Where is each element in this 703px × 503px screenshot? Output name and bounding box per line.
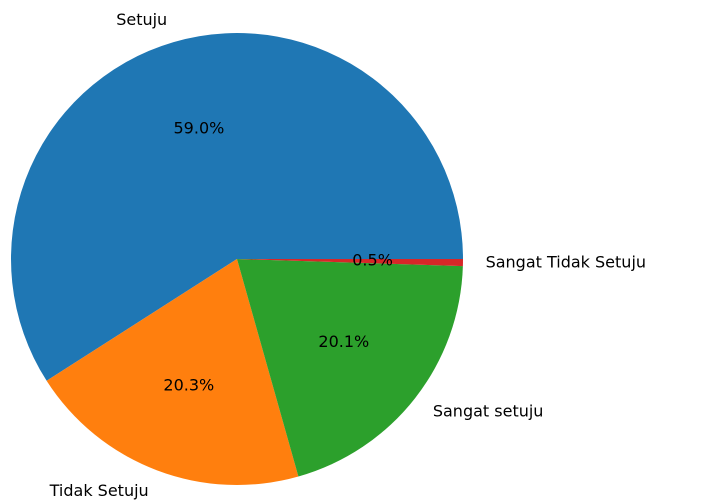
pie-slice bbox=[46, 259, 299, 485]
value-label: 0.5% bbox=[352, 251, 393, 270]
value-label: 20.3% bbox=[163, 375, 214, 394]
slice-label: Setuju bbox=[116, 10, 167, 29]
pie-slice bbox=[237, 259, 463, 477]
pie-slice bbox=[237, 259, 463, 267]
slice-label: Sangat setuju bbox=[433, 402, 544, 421]
slice-label: Sangat Tidak Setuju bbox=[486, 252, 646, 271]
value-label: 59.0% bbox=[174, 118, 225, 137]
pie-slice bbox=[11, 33, 463, 381]
slice-label: Tidak Setuju bbox=[49, 481, 149, 500]
value-label: 20.1% bbox=[318, 332, 369, 351]
